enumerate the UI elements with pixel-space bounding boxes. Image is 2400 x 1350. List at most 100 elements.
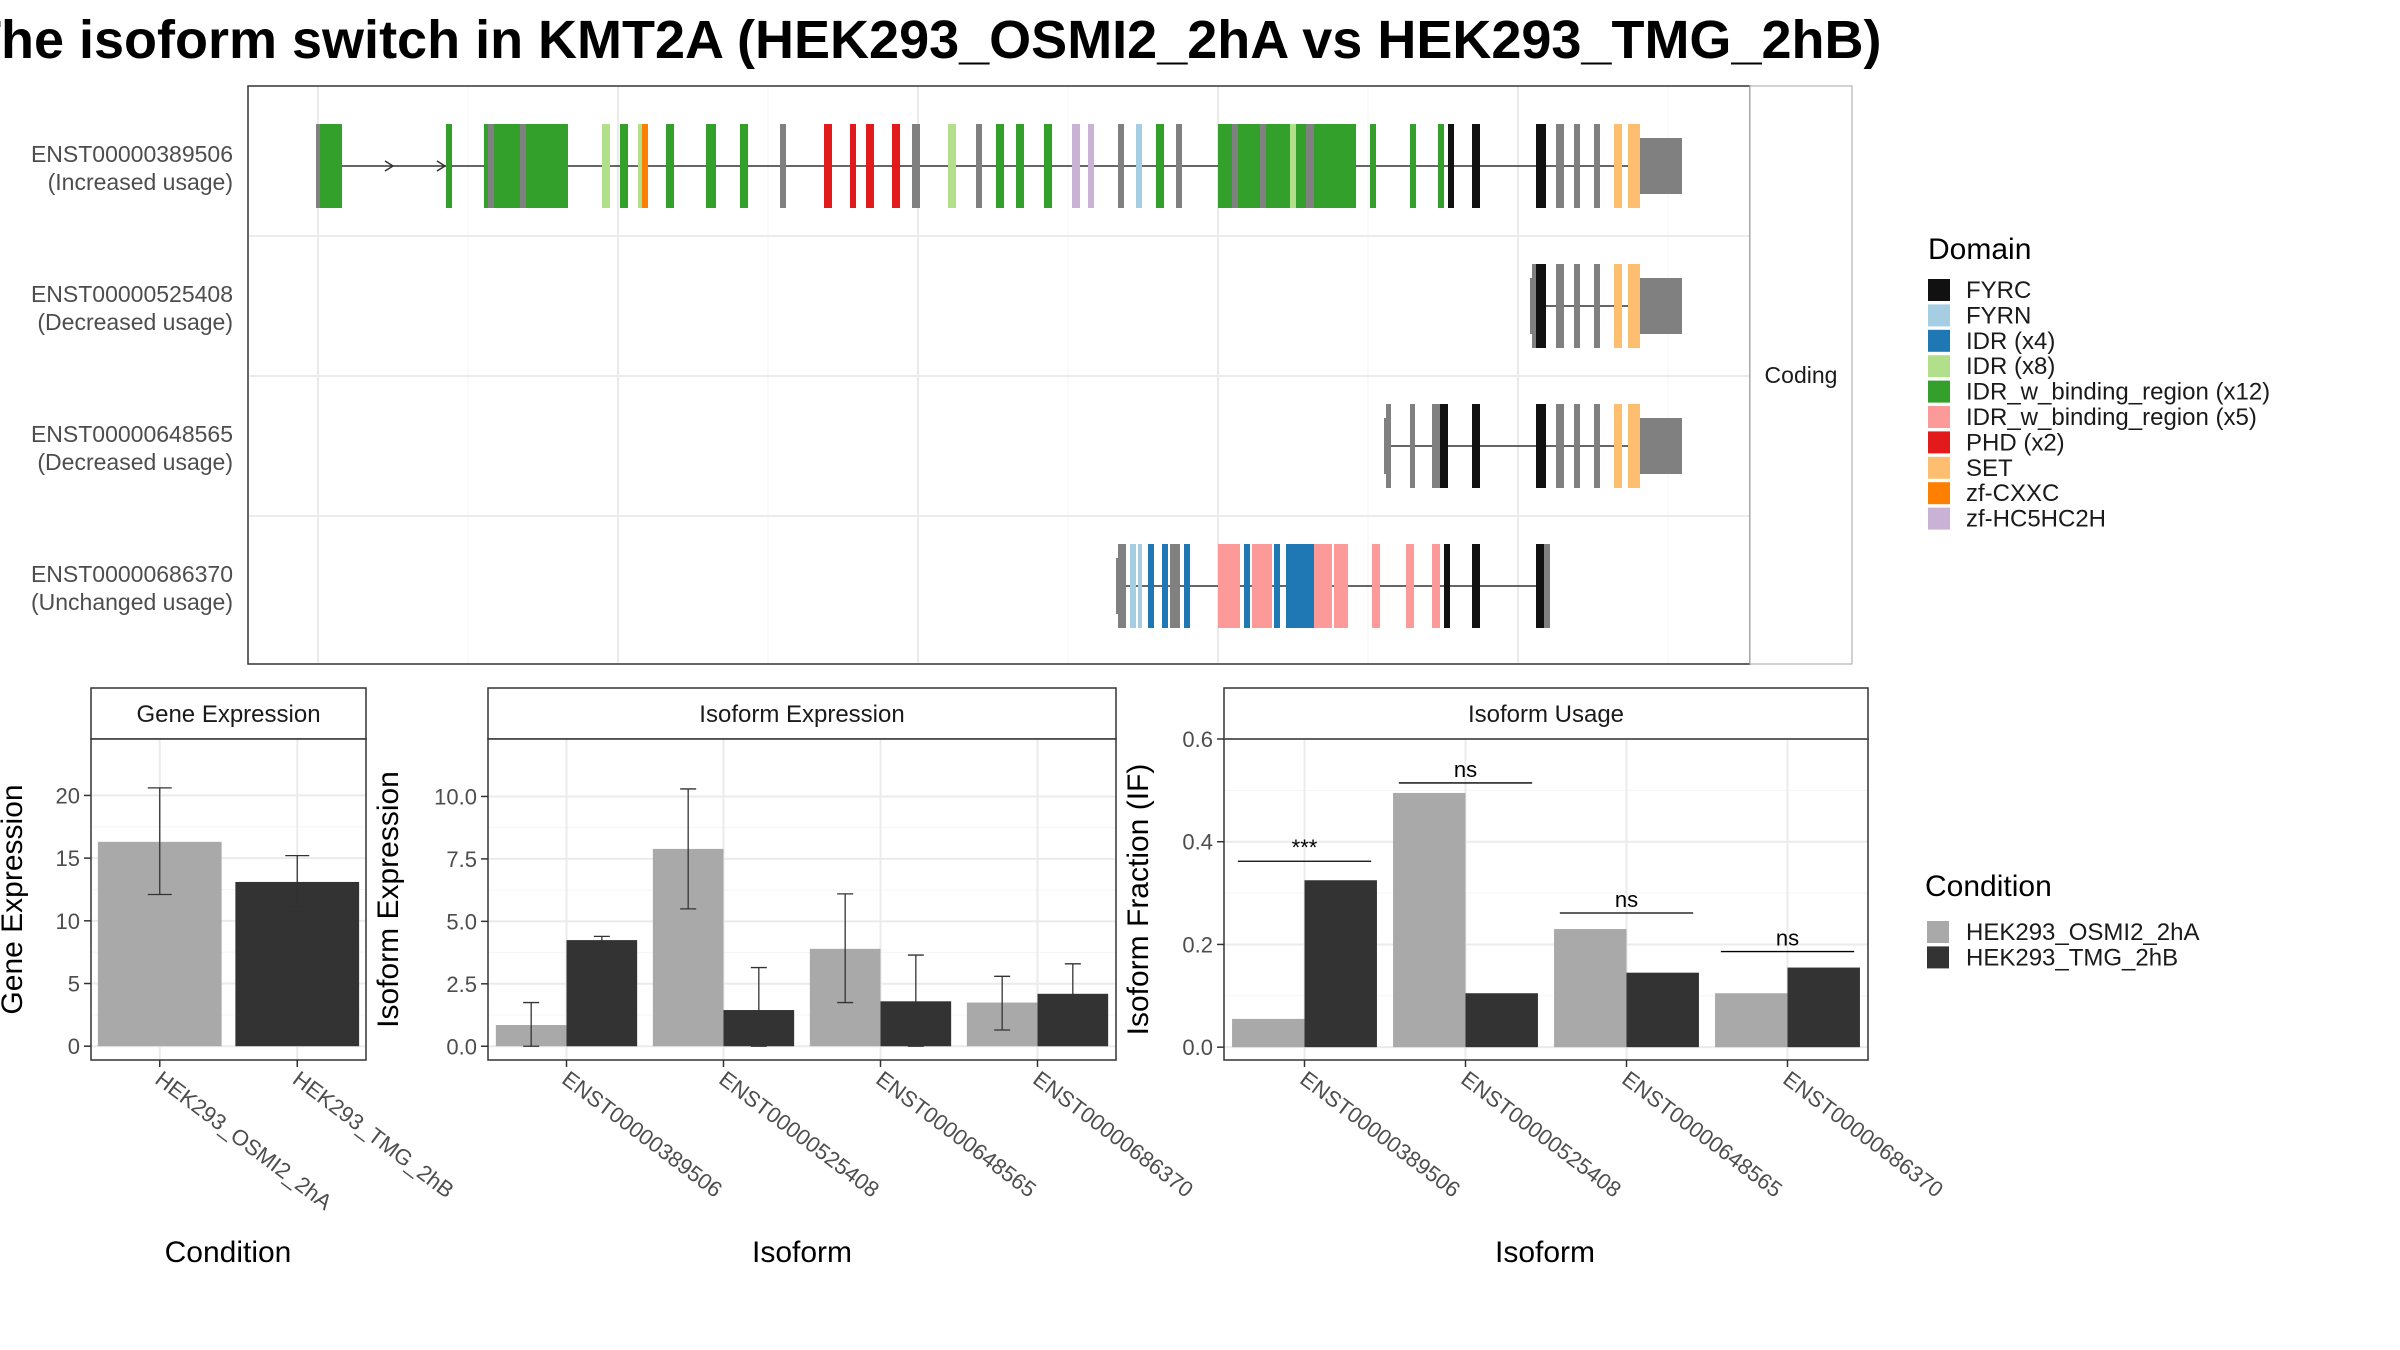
exon-block [1334, 544, 1348, 628]
bar [1232, 1018, 1305, 1048]
domain-legend-swatch [1928, 406, 1950, 428]
exon-block [1274, 544, 1280, 628]
transcript-usage-label: (Decreased usage) [37, 449, 233, 475]
domain-legend-label: zf-HC5HC2H [1966, 506, 2106, 533]
exon-block [1410, 404, 1415, 488]
utr-block [1640, 418, 1682, 474]
exon-block [1532, 264, 1538, 348]
exon-block [1244, 544, 1250, 628]
exon-block [1260, 124, 1266, 208]
isoform-expression-panel: Isoform Expression 0.0 2.5 5.0 7.5 10.0 ENST00… [372, 687, 1198, 1269]
exon-block [912, 124, 920, 208]
exon-block [866, 124, 874, 208]
exon-block [1156, 124, 1164, 208]
isoform-usage-panel: Isoform Usage 0.0 0.2 0.4 0.6 *** ns ns ns ENST00… [1122, 687, 1948, 1269]
y-axis-title: Isoform Expression [372, 771, 405, 1028]
exon-block [1290, 124, 1296, 208]
x-tick-label: ENST00000389506 [1295, 1066, 1464, 1202]
exon-block [1574, 264, 1580, 348]
coding-facet-strip [1749, 85, 1853, 665]
transcript-id-label: ENST00000525408 [31, 281, 233, 307]
domain-legend-label: IDR_w_binding_region (x5) [1966, 404, 2257, 431]
exon-block [1594, 404, 1600, 488]
exon-block [316, 124, 322, 208]
exon-block [706, 124, 716, 208]
domain-legend-swatch [1928, 329, 1950, 352]
exon-block [1406, 544, 1414, 628]
exon-block [1232, 124, 1238, 208]
y-tick-label: 0.4 [1182, 830, 1213, 855]
significance-label: ns [1615, 887, 1638, 912]
exon-block [1432, 544, 1440, 628]
exon-block [620, 124, 628, 208]
exon-block [996, 124, 1004, 208]
exon-block [1016, 124, 1024, 208]
domain-legend-label: SET [1966, 455, 2013, 482]
transcript-structure-panel: ENST00000389506(Increased usage) ENST0000… [31, 85, 1853, 665]
exon-block [1440, 404, 1448, 488]
exon-block [892, 124, 900, 208]
domain-legend-label: IDR_w_binding_region (x12) [1966, 379, 2270, 406]
domain-legend-label: IDR (x8) [1966, 353, 2055, 380]
bar [566, 940, 638, 1047]
domain-legend-swatch [1928, 279, 1950, 301]
condition-legend-label: HEK293_OSMI2_2hA [1966, 919, 2199, 946]
structure-row-labels: ENST00000389506(Increased usage) ENST0000… [31, 141, 233, 615]
bar [1626, 972, 1699, 1048]
exon-block [1614, 124, 1622, 208]
y-tick-label: 20 [56, 783, 80, 808]
x-tick-label: ENST00000389506 [557, 1066, 726, 1202]
exon-block [1438, 124, 1444, 208]
coding-facet-label: Coding [1765, 362, 1838, 388]
exon-block [1448, 124, 1454, 208]
y-tick-label: 0.0 [446, 1034, 477, 1059]
exon-block [1594, 264, 1600, 348]
exon-block [1342, 124, 1348, 208]
y-tick-label: 5.0 [446, 909, 477, 934]
exon-block [1536, 544, 1546, 628]
transcript-id-label: ENST00000686370 [31, 561, 233, 587]
bar [1554, 929, 1627, 1048]
exon-block [1298, 544, 1318, 628]
significance-label: *** [1292, 835, 1318, 860]
exon-block [740, 124, 748, 208]
transcript-usage-label: (Increased usage) [48, 169, 233, 195]
exon-block [1148, 544, 1154, 628]
exon-block [1138, 544, 1142, 628]
y-axis-title: Gene Expression [0, 784, 29, 1014]
panel-strip-title: Gene Expression [136, 701, 320, 728]
exon-block [1614, 264, 1622, 348]
transcript-id-label: ENST00000648565 [31, 421, 233, 447]
panel-border [1223, 738, 1869, 1061]
domain-legend-label: IDR (x4) [1966, 328, 2055, 355]
exon-block [1556, 264, 1564, 348]
x-axis-title: Isoform [752, 1236, 852, 1269]
bar [1787, 967, 1860, 1048]
domain-legend-swatch [1928, 507, 1950, 530]
exon-block [1130, 544, 1136, 628]
exon-block [1176, 124, 1182, 208]
domain-legend-label: FYRC [1966, 277, 2031, 304]
structure-transcripts [316, 124, 1682, 628]
transcript-usage-label: (Unchanged usage) [31, 589, 233, 615]
bar [1465, 993, 1538, 1048]
exon-block [976, 124, 982, 208]
exon-block [1252, 544, 1272, 628]
panel-border [90, 738, 367, 1061]
strand-arrow [436, 160, 447, 172]
exon-block [948, 124, 956, 208]
exon-block [1170, 544, 1180, 628]
exon-block [1162, 544, 1168, 628]
exon-block [780, 124, 786, 208]
utr-block [1640, 278, 1682, 334]
exon-block [1088, 124, 1094, 208]
condition-legend-label: HEK293_TMG_2hB [1966, 944, 2178, 971]
exon-block [1372, 544, 1380, 628]
utr-block [1544, 558, 1548, 614]
significance-label: ns [1454, 757, 1477, 782]
bar [1715, 993, 1788, 1048]
x-axis-title: Condition [165, 1236, 292, 1269]
